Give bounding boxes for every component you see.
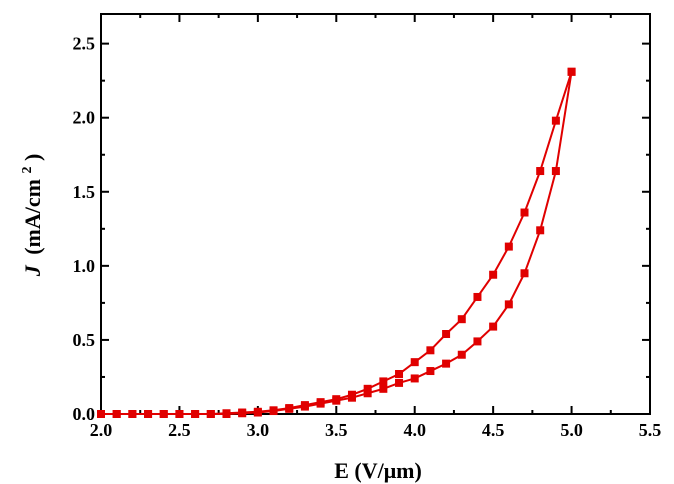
data-point-marker (316, 399, 325, 408)
data-point-marker (457, 350, 466, 359)
data-point-marker (551, 116, 560, 125)
y-tick-label: 0.5 (73, 330, 96, 350)
data-point-marker (395, 378, 404, 387)
x-axis-ticks: 2.0 2.5 3.0 3.5 4.0 4.5 5.0 5.5 (90, 14, 662, 440)
data-point-marker (520, 269, 529, 278)
data-point-marker (551, 167, 560, 176)
data-point-marker (300, 402, 309, 411)
data-point-marker (520, 208, 529, 217)
data-point-marker (442, 330, 451, 338)
data-point-marker (206, 410, 215, 418)
y-tick-label: 1.0 (73, 256, 96, 276)
data-point-marker (222, 410, 231, 418)
x-tick-label: 3.5 (325, 420, 348, 440)
data-point-marker (144, 410, 153, 418)
data-point-marker (504, 300, 513, 309)
data-point-marker (379, 384, 388, 393)
data-point-marker (285, 404, 294, 413)
y-tick-label: 1.5 (73, 182, 96, 202)
y-tick-label: 2.5 (73, 34, 96, 54)
data-point-marker (363, 389, 372, 398)
x-tick-label: 4.0 (403, 420, 426, 440)
y-tick-label: 0.0 (73, 404, 96, 424)
y-axis-title-symbol: J (20, 264, 45, 277)
data-point-marker (489, 270, 498, 279)
x-tick-label: 2.0 (90, 420, 113, 440)
data-point-marker (567, 67, 576, 76)
data-point-marker (473, 337, 482, 346)
data-point-marker (504, 242, 513, 251)
data-point-marker (347, 393, 356, 402)
series-line-2 (101, 71, 573, 415)
y-axis-title-exponent: 2 (20, 167, 35, 174)
data-point-marker (379, 377, 388, 386)
data-point-marker (238, 409, 247, 418)
data-point-marker (473, 292, 482, 301)
y-axis-ticks: 0.0 0.5 1.0 1.5 2.0 2.5 (73, 34, 650, 424)
data-point-marker (363, 384, 372, 393)
data-point-marker (489, 322, 498, 331)
y-tick-label: 2.0 (73, 108, 96, 128)
data-point-marker (112, 410, 121, 418)
data-point-marker (410, 374, 419, 383)
data-point-marker (426, 346, 435, 355)
y-axis-title-close: ) (20, 154, 45, 161)
data-point-marker (332, 396, 341, 405)
data-point-marker (536, 167, 545, 176)
data-point-marker (97, 410, 105, 418)
y-axis-title-unit: (mA/cm (20, 179, 45, 255)
x-tick-label: 5.5 (639, 420, 662, 440)
data-point-marker (175, 410, 184, 418)
x-axis-title: E (V/μm) (334, 458, 422, 483)
data-point-marker (253, 408, 262, 417)
data-point-marker (426, 367, 435, 376)
data-point-marker (536, 226, 545, 235)
series-line-1 (101, 71, 573, 415)
data-point-marker (395, 370, 404, 378)
data-point-marker (269, 407, 278, 416)
data-point-marker (159, 410, 168, 418)
data-point-marker (442, 359, 451, 368)
data-point-marker (128, 410, 137, 418)
data-point-marker (191, 410, 200, 418)
x-tick-label: 5.0 (560, 420, 583, 440)
x-tick-label: 3.0 (247, 420, 270, 440)
data-point-marker (457, 315, 466, 324)
series-layer (97, 67, 576, 418)
x-tick-label: 2.5 (168, 420, 191, 440)
y-axis-title: J (mA/cm 2 ) (11, 154, 45, 278)
x-tick-label: 4.5 (482, 420, 505, 440)
data-point-marker (410, 358, 419, 367)
